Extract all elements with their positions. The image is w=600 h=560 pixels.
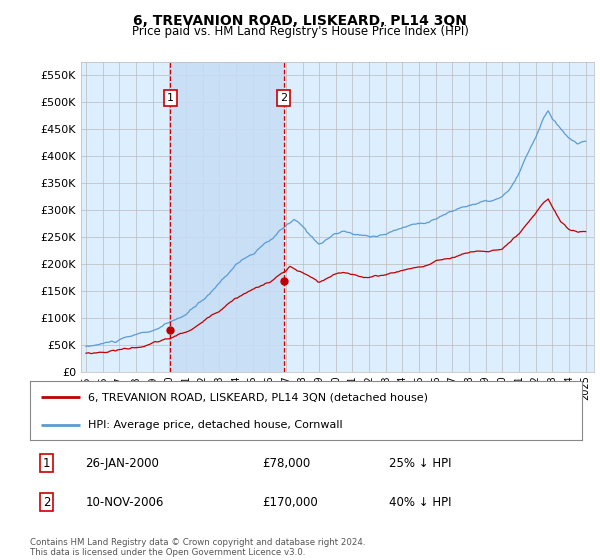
Text: £170,000: £170,000 bbox=[262, 496, 317, 508]
Text: 25% ↓ HPI: 25% ↓ HPI bbox=[389, 456, 451, 470]
Text: 2: 2 bbox=[43, 496, 50, 508]
Text: £78,000: £78,000 bbox=[262, 456, 310, 470]
Text: 1: 1 bbox=[43, 456, 50, 470]
Text: 40% ↓ HPI: 40% ↓ HPI bbox=[389, 496, 451, 508]
Text: 1: 1 bbox=[167, 93, 174, 103]
Text: Price paid vs. HM Land Registry's House Price Index (HPI): Price paid vs. HM Land Registry's House … bbox=[131, 25, 469, 38]
Bar bbox=[170, 62, 284, 372]
Text: 26-JAN-2000: 26-JAN-2000 bbox=[85, 456, 159, 470]
Text: 10-NOV-2006: 10-NOV-2006 bbox=[85, 496, 164, 508]
Text: Contains HM Land Registry data © Crown copyright and database right 2024.
This d: Contains HM Land Registry data © Crown c… bbox=[30, 538, 365, 557]
Text: HPI: Average price, detached house, Cornwall: HPI: Average price, detached house, Corn… bbox=[88, 420, 343, 430]
Text: 6, TREVANION ROAD, LISKEARD, PL14 3QN: 6, TREVANION ROAD, LISKEARD, PL14 3QN bbox=[133, 14, 467, 28]
Text: 2: 2 bbox=[280, 93, 287, 103]
Text: 6, TREVANION ROAD, LISKEARD, PL14 3QN (detached house): 6, TREVANION ROAD, LISKEARD, PL14 3QN (d… bbox=[88, 392, 428, 402]
